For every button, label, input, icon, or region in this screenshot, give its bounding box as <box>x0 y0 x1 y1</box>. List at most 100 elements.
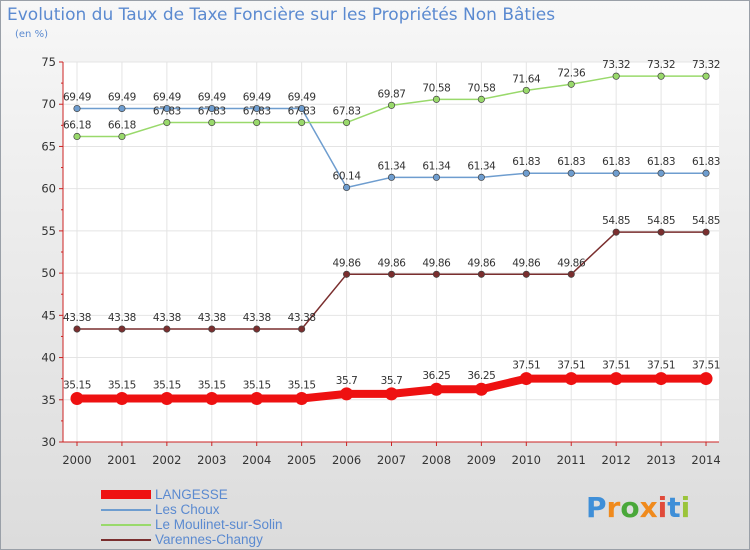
data-label-les-choux: 61.83 <box>557 156 585 168</box>
x-tick-label: 2001 <box>107 453 136 467</box>
data-label-varennes-changy: 43.38 <box>63 312 91 324</box>
y-axis-unit-label: (en %) <box>15 29 48 40</box>
data-label-langesse: 37.51 <box>512 360 540 372</box>
data-point-le-moulinet-sur-solin <box>343 118 351 127</box>
data-label-les-choux: 69.49 <box>153 92 181 104</box>
legend-swatch-le-moulinet <box>101 523 151 526</box>
data-label-varennes-changy: 43.38 <box>153 312 181 324</box>
data-point-le-moulinet-sur-solin <box>702 72 710 80</box>
data-label-les-choux: 61.83 <box>512 156 540 168</box>
x-tick-label: 2011 <box>557 453 586 467</box>
data-point-les-choux <box>298 104 306 113</box>
data-label-varennes-changy: 43.38 <box>288 312 316 324</box>
data-point-le-moulinet-sur-solin <box>163 118 171 127</box>
logo-letter: o <box>620 491 640 524</box>
legend-label-les-choux: Les Choux <box>155 502 220 517</box>
data-point-langesse <box>564 372 578 386</box>
data-label-le-moulinet-sur-solin: 69.87 <box>377 88 405 100</box>
legend-item-varennes-changy: Varennes-Changy <box>101 532 283 547</box>
data-label-langesse: 37.51 <box>692 360 720 372</box>
logo-letter: P <box>586 491 607 524</box>
data-label-varennes-changy: 49.86 <box>422 257 451 269</box>
data-point-le-moulinet-sur-solin <box>118 132 126 141</box>
data-point-varennes-changy <box>387 270 396 278</box>
data-label-langesse: 35.7 <box>381 375 403 387</box>
data-label-varennes-changy: 54.85 <box>647 215 675 227</box>
data-point-varennes-changy <box>208 325 216 333</box>
x-tick-label: 2010 <box>512 453 541 467</box>
data-label-le-moulinet-sur-solin: 67.83 <box>153 106 181 118</box>
x-tick-label: 2007 <box>377 453 406 467</box>
data-point-les-choux <box>343 183 351 192</box>
data-label-le-moulinet-sur-solin: 73.32 <box>602 59 630 71</box>
data-label-varennes-changy: 49.86 <box>377 257 406 269</box>
data-point-varennes-changy <box>298 325 306 333</box>
data-label-varennes-changy: 49.86 <box>333 257 362 269</box>
data-label-langesse: 37.51 <box>647 360 675 372</box>
legend-swatch-varennes-changy <box>101 538 151 541</box>
logo-letter: i <box>680 491 691 524</box>
data-label-langesse: 37.51 <box>602 360 630 372</box>
data-point-les-choux <box>253 104 261 113</box>
data-label-langesse: 36.25 <box>467 370 495 382</box>
y-tick-label: 35 <box>41 393 56 407</box>
data-point-varennes-changy <box>477 270 485 278</box>
legend-label-langesse: LANGESSE <box>155 487 228 502</box>
proxiti-logo: Proxiti <box>586 491 690 524</box>
data-label-langesse: 35.15 <box>243 380 271 392</box>
data-label-les-choux: 61.83 <box>602 156 630 168</box>
data-point-varennes-changy <box>702 228 710 236</box>
data-label-langesse: 35.15 <box>108 380 136 392</box>
data-point-langesse <box>474 382 488 396</box>
data-point-le-moulinet-sur-solin <box>477 95 485 103</box>
data-label-le-moulinet-sur-solin: 66.18 <box>63 119 91 131</box>
y-tick-label: 40 <box>41 351 56 365</box>
data-label-les-choux: 61.83 <box>647 156 675 168</box>
data-label-les-choux: 69.49 <box>288 92 316 104</box>
data-point-langesse <box>609 372 623 386</box>
data-label-les-choux: 69.49 <box>243 92 271 104</box>
data-label-le-moulinet-sur-solin: 72.36 <box>557 67 586 79</box>
data-point-varennes-changy <box>612 228 620 236</box>
data-label-les-choux: 61.34 <box>467 160 496 172</box>
chart-title: Evolution du Taux de Taxe Foncière sur l… <box>7 5 556 25</box>
y-tick-label: 30 <box>41 435 56 449</box>
data-label-le-moulinet-sur-solin: 71.64 <box>512 73 541 85</box>
data-point-varennes-changy <box>522 270 530 278</box>
data-label-langesse: 35.15 <box>63 380 91 392</box>
data-point-varennes-changy <box>73 325 81 333</box>
data-label-varennes-changy: 54.85 <box>692 215 720 227</box>
data-point-varennes-changy <box>343 270 351 278</box>
y-tick-label: 50 <box>41 266 56 280</box>
data-point-les-choux <box>163 104 171 113</box>
y-tick-label: 45 <box>41 308 56 322</box>
data-label-le-moulinet-sur-solin: 66.18 <box>108 119 136 131</box>
x-tick-label: 2009 <box>467 453 496 467</box>
data-label-les-choux: 69.49 <box>198 92 226 104</box>
data-point-les-choux <box>522 169 530 177</box>
data-point-langesse <box>160 392 174 406</box>
data-point-les-choux <box>208 104 216 113</box>
data-point-les-choux <box>387 173 396 181</box>
data-label-langesse: 35.15 <box>288 380 316 392</box>
data-point-le-moulinet-sur-solin <box>298 118 306 127</box>
data-label-varennes-changy: 49.86 <box>512 257 541 269</box>
data-point-le-moulinet-sur-solin <box>567 80 575 88</box>
data-label-le-moulinet-sur-solin: 67.83 <box>288 106 316 118</box>
data-point-langesse <box>519 372 533 386</box>
data-point-le-moulinet-sur-solin <box>612 72 620 80</box>
data-point-le-moulinet-sur-solin <box>657 72 665 80</box>
data-label-les-choux: 61.34 <box>422 160 451 172</box>
data-label-les-choux: 60.14 <box>333 170 362 182</box>
data-point-les-choux <box>73 104 81 113</box>
x-tick-label: 2004 <box>242 453 271 467</box>
data-point-langesse <box>340 387 354 401</box>
y-tick-label: 70 <box>41 97 56 111</box>
x-tick-label: 2000 <box>62 453 91 467</box>
data-point-les-choux <box>657 169 665 177</box>
logo-letter: t <box>667 491 681 524</box>
data-point-langesse <box>295 392 309 406</box>
data-point-langesse <box>654 372 668 386</box>
